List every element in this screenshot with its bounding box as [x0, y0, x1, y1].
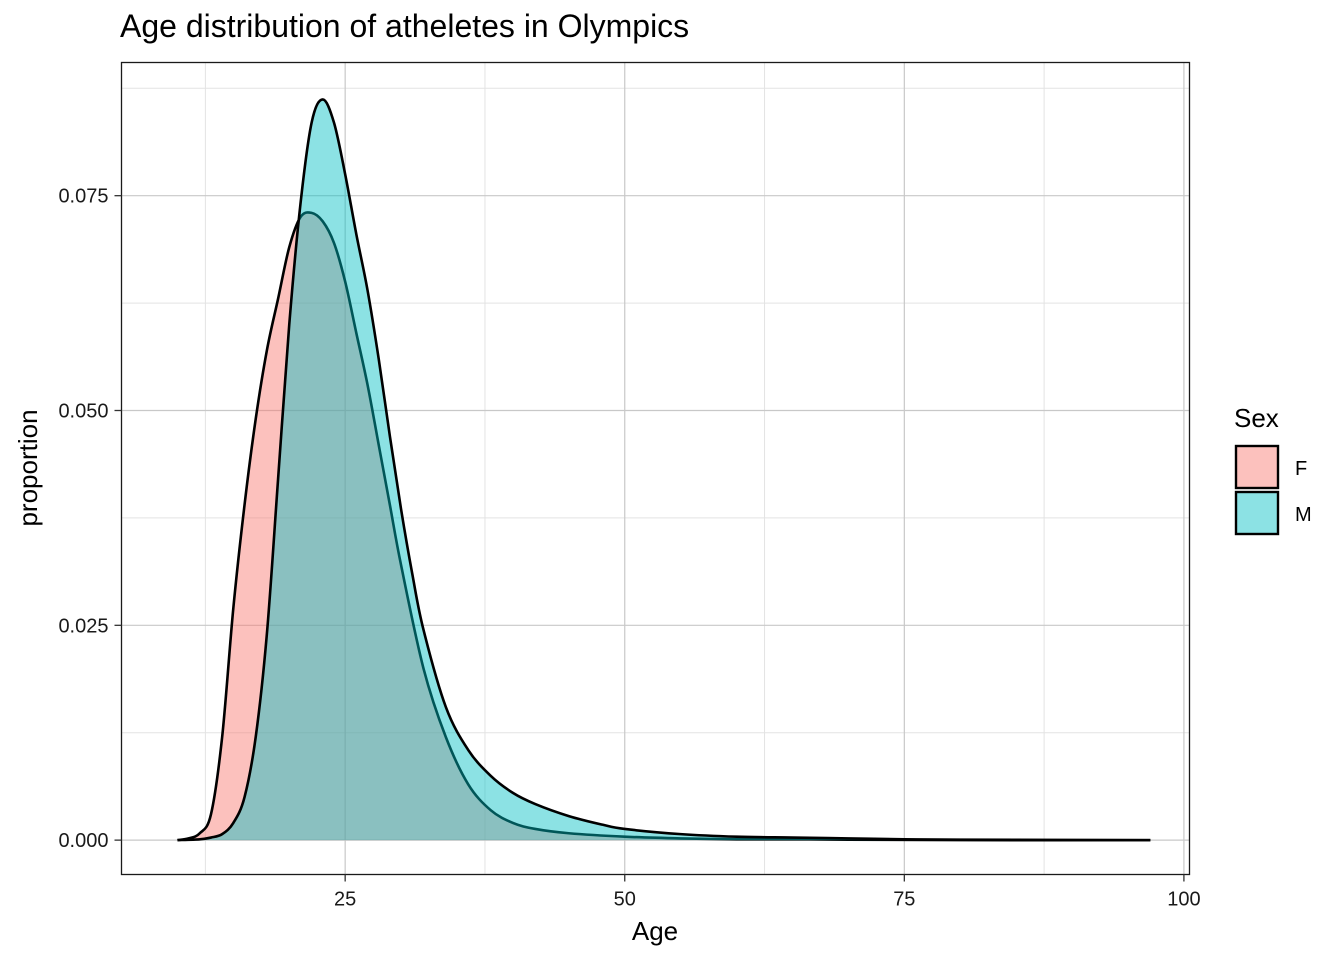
grid-lines [121, 62, 1190, 875]
legend: Sex FM [1234, 403, 1312, 536]
y-tick-label: 0.000 [58, 830, 108, 852]
x-tick-label: 25 [334, 889, 356, 911]
legend-key-M [1234, 490, 1280, 536]
x-axis-title: Age [632, 916, 678, 946]
density-areas [177, 98, 1151, 842]
density-area-F [177, 212, 1151, 841]
axes: 25 50 75 100 0.000 0.025 0.050 0.075 [58, 186, 1200, 911]
density-line-M [177, 98, 1151, 842]
density-area-M [177, 99, 1151, 841]
x-tick-label: 75 [893, 889, 915, 911]
chart-title: Age distribution of atheletes in Olympic… [120, 8, 690, 44]
y-tick-label: 0.050 [58, 401, 108, 423]
y-tick-label: 0.075 [58, 186, 108, 208]
plot-panel [121, 62, 1190, 875]
legend-items: FM [1234, 444, 1312, 536]
plot-border [120, 61, 1191, 876]
legend-label-M: M [1295, 504, 1312, 526]
legend-label-F: F [1295, 458, 1307, 480]
legend-title: Sex [1234, 403, 1279, 433]
y-tick-label: 0.025 [58, 615, 108, 637]
legend-key-bg-M [1236, 492, 1278, 534]
density-line-F [177, 211, 1151, 842]
x-tick-label: 100 [1167, 889, 1200, 911]
legend-key-bg-F [1236, 446, 1278, 488]
legend-key-F [1234, 444, 1280, 490]
y-axis-title: proportion [13, 409, 43, 526]
x-tick-label: 50 [614, 889, 636, 911]
